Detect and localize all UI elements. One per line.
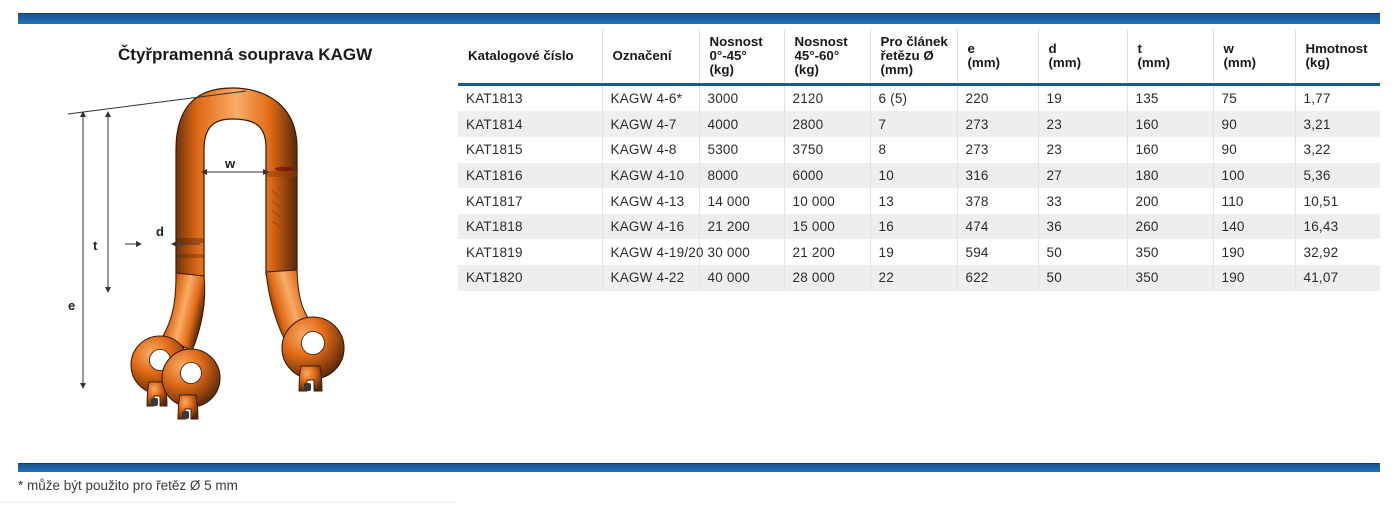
- svg-text:e: e: [68, 298, 75, 313]
- svg-text:t: t: [93, 238, 98, 253]
- svg-text:w: w: [224, 156, 236, 171]
- svg-text:d: d: [156, 224, 164, 239]
